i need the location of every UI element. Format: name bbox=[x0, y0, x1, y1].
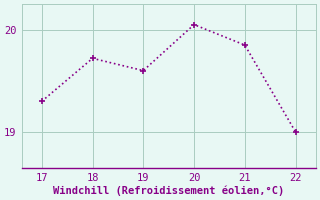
X-axis label: Windchill (Refroidissement éolien,°C): Windchill (Refroidissement éolien,°C) bbox=[53, 185, 284, 196]
